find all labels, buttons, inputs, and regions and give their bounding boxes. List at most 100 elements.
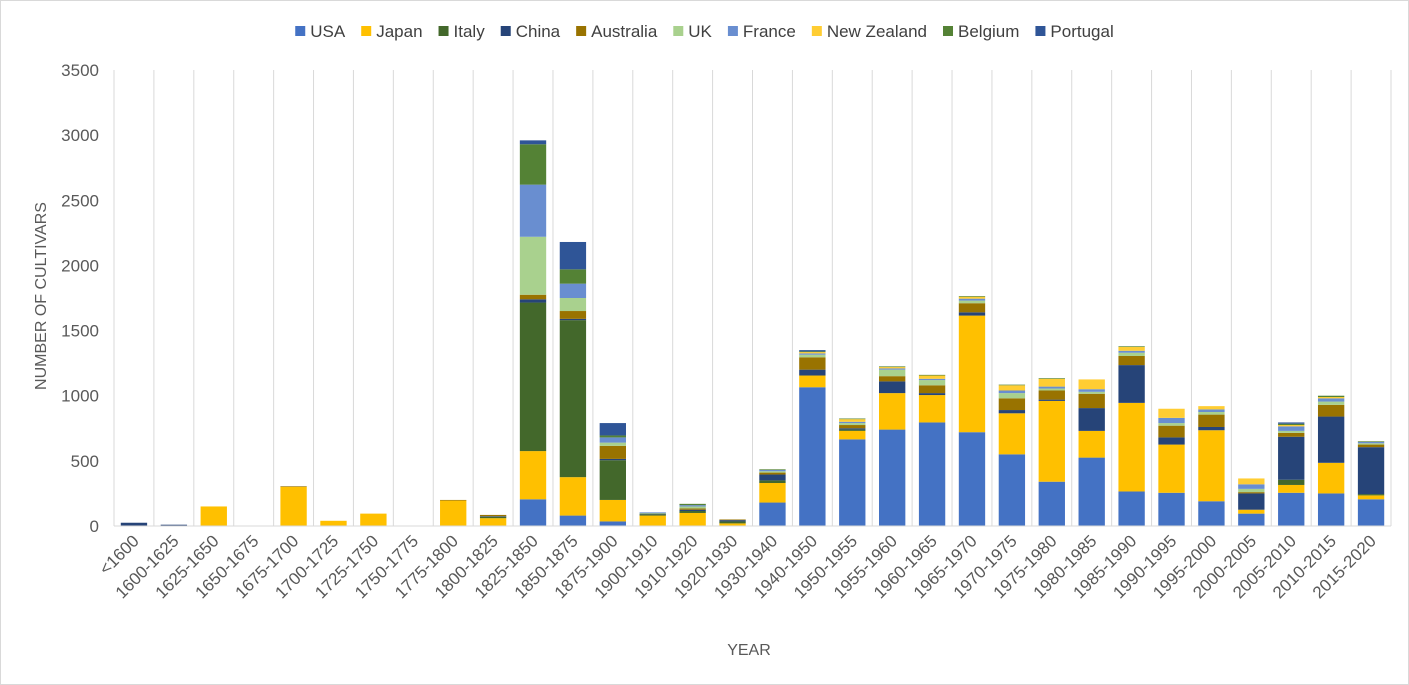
bar-segment-portugal bbox=[559, 241, 587, 270]
bar-segment-australia bbox=[599, 445, 626, 459]
bar-segment-usa bbox=[1357, 499, 1385, 526]
bar-segment-china bbox=[479, 516, 507, 517]
bar-segment-uk bbox=[1278, 430, 1305, 433]
bar-segment-japan bbox=[679, 512, 706, 526]
legend-swatch bbox=[576, 26, 587, 36]
bar-segment-australia bbox=[998, 398, 1026, 411]
bar-segment-italy bbox=[479, 516, 507, 519]
bar-segment-italy bbox=[519, 302, 547, 452]
bar-segment-uk bbox=[1238, 488, 1265, 493]
bar-segment-italy bbox=[759, 480, 786, 484]
bar-segment-italy bbox=[559, 320, 587, 478]
bar-segment-usa bbox=[759, 502, 786, 526]
bar-segment-france bbox=[679, 505, 706, 507]
bar-segment-japan bbox=[719, 523, 746, 526]
legend-swatch bbox=[295, 26, 306, 36]
bar-segment-japan bbox=[918, 395, 946, 423]
bar-segment-japan bbox=[759, 483, 786, 503]
bar-segment-france bbox=[1317, 398, 1345, 402]
bar-segment-australia bbox=[918, 385, 946, 394]
bar-segment-usa bbox=[918, 422, 946, 526]
bar-segment-usa bbox=[519, 499, 547, 526]
bar-segment-usa bbox=[1238, 513, 1265, 526]
bar-segment-italy bbox=[599, 460, 626, 500]
bar-segment-portugal bbox=[519, 140, 547, 145]
bar-segment-usa bbox=[998, 454, 1026, 526]
bar-segment-japan bbox=[958, 315, 986, 433]
bar-segment-china bbox=[1198, 426, 1225, 431]
bar-segment-china bbox=[1038, 399, 1065, 401]
bar-segment-uk bbox=[1317, 401, 1345, 405]
bar-segment-france bbox=[1158, 417, 1185, 424]
bar-segment-usa bbox=[1317, 493, 1345, 526]
bar-segment-usa bbox=[1278, 492, 1305, 526]
bar-segment-new-zealand bbox=[998, 385, 1026, 391]
bar-segment-belgium bbox=[1278, 423, 1305, 426]
legend-label: Portugal bbox=[1050, 22, 1113, 41]
y-tick-label: 2000 bbox=[61, 256, 99, 275]
bar-segment-china bbox=[639, 513, 666, 515]
bar-segment-japan bbox=[879, 393, 906, 430]
bar-segment-uk bbox=[1038, 388, 1065, 391]
bar-segment-belgium bbox=[519, 144, 547, 185]
bar-segment-japan bbox=[839, 430, 866, 440]
bar-segment-uk bbox=[1118, 352, 1145, 356]
bar-segment-belgium bbox=[759, 469, 786, 470]
bar-segment-usa bbox=[799, 387, 826, 526]
bar-segment-france bbox=[559, 283, 587, 298]
bar-segment-belgium bbox=[839, 418, 866, 420]
legend: USA Japan Italy China Australia UK France New Z… bbox=[295, 22, 1114, 41]
bar-segment-belgium bbox=[958, 296, 986, 297]
bar-segment-australia bbox=[759, 472, 786, 475]
bar-segment-japan bbox=[320, 520, 347, 526]
bar-segment-usa bbox=[599, 521, 626, 526]
bar-segment-australia bbox=[479, 514, 507, 517]
bar-segment-japan bbox=[998, 413, 1026, 455]
bar-segment-japan bbox=[1198, 430, 1225, 502]
bar-segment-new-zealand bbox=[1078, 379, 1105, 390]
bar-segment-usa bbox=[1158, 492, 1185, 526]
bar-segment-uk bbox=[1357, 443, 1385, 445]
bar-segment-uk bbox=[958, 300, 986, 304]
bar-segment-france bbox=[918, 378, 946, 381]
bar-segment-new-zealand bbox=[1198, 406, 1225, 410]
bar-segment-belgium bbox=[599, 435, 626, 438]
bar-segment-new-zealand bbox=[1158, 408, 1185, 418]
legend-swatch bbox=[811, 26, 822, 36]
bar-segment-australia bbox=[519, 294, 547, 300]
bar-segment-china bbox=[1357, 447, 1385, 495]
y-tick-label: 500 bbox=[71, 452, 99, 471]
bar-segment-japan bbox=[639, 515, 666, 526]
bar-segment-new-zealand bbox=[1278, 425, 1305, 427]
legend-label: Belgium bbox=[958, 22, 1019, 41]
bar-segment-china bbox=[719, 520, 746, 522]
bar-segment-china bbox=[1238, 493, 1265, 510]
bar-segment-usa bbox=[1118, 491, 1145, 526]
bar-segment-france bbox=[1118, 350, 1145, 353]
bar-segment-japan bbox=[799, 375, 826, 388]
bar-segment-france bbox=[879, 368, 906, 370]
legend-label: Japan bbox=[376, 22, 422, 41]
bar-segment-portugal bbox=[599, 423, 626, 436]
bars bbox=[120, 140, 1385, 526]
bar-segment-uk bbox=[519, 236, 547, 295]
bar-segment-uk bbox=[599, 442, 626, 446]
bar-segment-uk bbox=[679, 506, 706, 509]
bar-segment-france bbox=[839, 421, 866, 424]
bar-segment-china bbox=[519, 299, 547, 303]
legend-swatch bbox=[361, 26, 372, 36]
legend-label: USA bbox=[310, 22, 346, 41]
bar-segment-new-zealand bbox=[879, 367, 906, 369]
bar-segment-new-zealand bbox=[1038, 378, 1065, 387]
bar-segment-japan bbox=[1038, 400, 1065, 482]
bar-segment-japan bbox=[599, 499, 626, 522]
bar-segment-china bbox=[1158, 437, 1185, 445]
bar-segment-china bbox=[998, 410, 1026, 414]
bar-segment-japan bbox=[519, 451, 547, 500]
bar-segment-china bbox=[1317, 416, 1345, 463]
bar-segment-france bbox=[1238, 484, 1265, 489]
bar-segment-australia bbox=[1278, 432, 1305, 437]
bar-segment-france bbox=[759, 469, 786, 472]
bar-segment-france bbox=[958, 298, 986, 301]
